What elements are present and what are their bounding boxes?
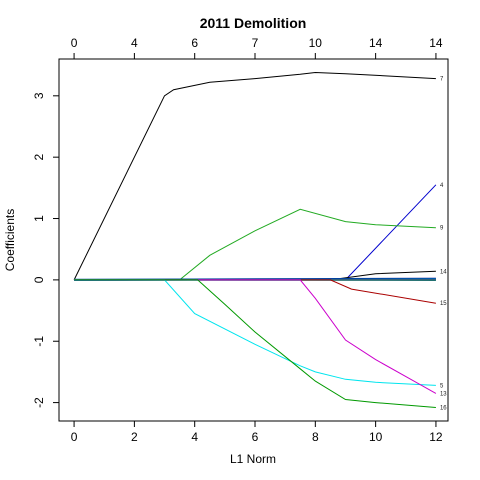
series-label: 14 (440, 269, 447, 275)
x-tick-label: 4 (191, 430, 198, 444)
y-tick-label: 1 (32, 215, 46, 222)
series-layer (73, 71, 437, 408)
series-label: 16 (440, 406, 447, 412)
series-line (74, 279, 437, 394)
series-label: 4 (440, 183, 444, 189)
top-tick-label: 4 (131, 36, 138, 50)
top-tick-label: 14 (429, 36, 443, 50)
series-line (74, 279, 436, 408)
y-tick-label: -2 (32, 397, 46, 408)
series-line (74, 279, 436, 386)
x-tick-label: 0 (71, 430, 78, 444)
series-label: 15 (440, 301, 447, 307)
x-tick-label: 6 (252, 430, 259, 444)
series-label: 7 (440, 77, 444, 83)
x-tick-label: 8 (312, 430, 319, 444)
x-tick-label: 10 (369, 430, 383, 444)
chart-title: 2011 Demolition (200, 15, 307, 31)
y-axis-label: Coefficients (3, 209, 17, 271)
y-axis: -2 -1 0 1 2 3 (32, 92, 60, 408)
top-tick-label: 10 (309, 36, 323, 50)
top-tick-label: 6 (191, 36, 198, 50)
series-line (74, 208, 436, 281)
top-tick-label: 0 (71, 36, 78, 50)
top-tick-label: 14 (369, 36, 383, 50)
y-tick-label: 2 (32, 154, 46, 161)
x-axis: 0 2 4 6 8 10 12 (71, 420, 443, 444)
y-tick-label: -1 (32, 336, 46, 347)
x-tick-label: 2 (131, 430, 138, 444)
series-label: 13 (440, 391, 447, 397)
x-tick-label: 12 (429, 430, 443, 444)
x-axis-label: L1 Norm (230, 452, 276, 466)
series-line (73, 71, 436, 281)
series-label: 5 (440, 383, 444, 389)
series-label: 9 (440, 226, 444, 232)
top-axis: 0 4 6 7 10 14 14 (71, 36, 443, 60)
y-tick-label: 0 (32, 276, 46, 283)
series-labels: 7 4 9 14 15 5 13 16 (440, 77, 447, 412)
y-tick-label: 3 (32, 92, 46, 99)
top-tick-label: 7 (252, 36, 259, 50)
